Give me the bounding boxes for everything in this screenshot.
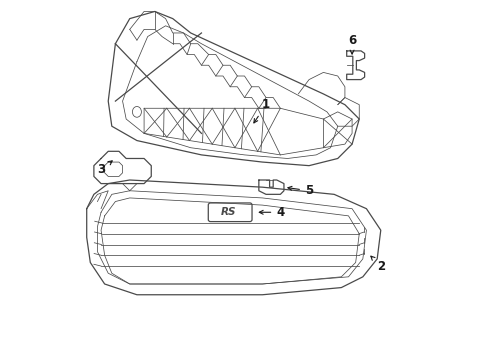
Text: 2: 2 [370, 256, 384, 273]
Text: 4: 4 [259, 206, 284, 219]
Text: 1: 1 [253, 98, 269, 123]
Text: 5: 5 [287, 184, 312, 197]
Text: RS: RS [220, 207, 236, 217]
Text: 3: 3 [97, 161, 112, 176]
Text: 6: 6 [347, 33, 355, 54]
